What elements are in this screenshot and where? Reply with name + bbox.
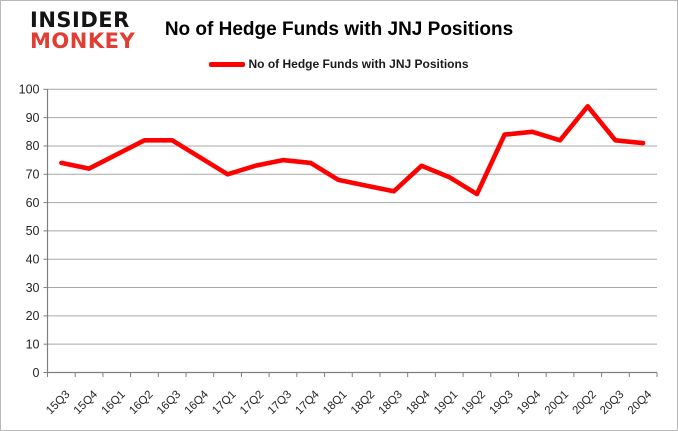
x-axis-tick-label: 16Q2	[127, 389, 155, 417]
x-axis-tick-label: 15Q3	[44, 389, 72, 417]
x-axis-tick-label: 17Q1	[210, 389, 238, 417]
y-axis-tick-label: 60	[26, 196, 40, 210]
x-axis-tick-label: 18Q3	[377, 389, 405, 417]
legend-label: No of Hedge Funds with JNJ Positions	[248, 57, 469, 71]
x-axis-tick-label: 17Q4	[293, 388, 322, 417]
x-axis-tick-label: 15Q4	[72, 388, 101, 417]
y-axis-tick-label: 30	[26, 281, 40, 295]
data-series-line	[59, 104, 646, 197]
x-axis-tick-label: 16Q1	[99, 389, 127, 417]
y-axis-tick-label: 10	[26, 337, 40, 351]
x-axis-tick-label: 20Q2	[570, 389, 598, 417]
x-axis-tick-label: 19Q2	[460, 389, 488, 417]
x-axis-tick-label: 17Q3	[266, 389, 294, 417]
insider-monkey-logo: INSIDER MONKEY	[30, 10, 135, 51]
chart-title: No of Hedge Funds with JNJ Positions	[164, 19, 514, 40]
y-axis-tick-label: 50	[26, 224, 40, 238]
y-axis-tick-label: 40	[26, 253, 40, 267]
x-axis-tick-label: 16Q3	[155, 389, 183, 417]
y-axis-tick-label: 80	[26, 139, 40, 153]
x-axis-tick-label: 16Q4	[183, 388, 212, 417]
logo-insider-text: INSIDER	[30, 8, 130, 32]
y-axis-tick-label: 100	[19, 83, 40, 97]
x-axis-tick-label: 18Q4	[404, 388, 433, 417]
y-axis-tick-label: 70	[26, 168, 40, 182]
x-axis-tick-label: 18Q1	[321, 389, 349, 417]
x-axis-tick-label: 20Q3	[598, 389, 626, 417]
y-axis-tick-label: 90	[26, 111, 40, 125]
legend: No of Hedge Funds with JNJ Positions	[1, 57, 677, 71]
y-axis-tick-label: 0	[33, 366, 40, 380]
x-axis-tick-label: 18Q2	[349, 389, 377, 417]
x-axis-tick-label: 19Q1	[432, 389, 460, 417]
x-axis-tick-label: 19Q4	[515, 388, 544, 417]
y-axis-tick-label: 20	[26, 309, 40, 323]
x-axis-tick-label: 20Q1	[543, 389, 571, 417]
logo-monkey-text: MONKEY	[30, 28, 136, 53]
x-axis-tick-label: 19Q3	[487, 389, 515, 417]
x-axis-tick-label: 17Q2	[238, 389, 266, 417]
x-axis-tick-label: 20Q4	[626, 388, 655, 417]
legend-line-key	[209, 61, 246, 67]
